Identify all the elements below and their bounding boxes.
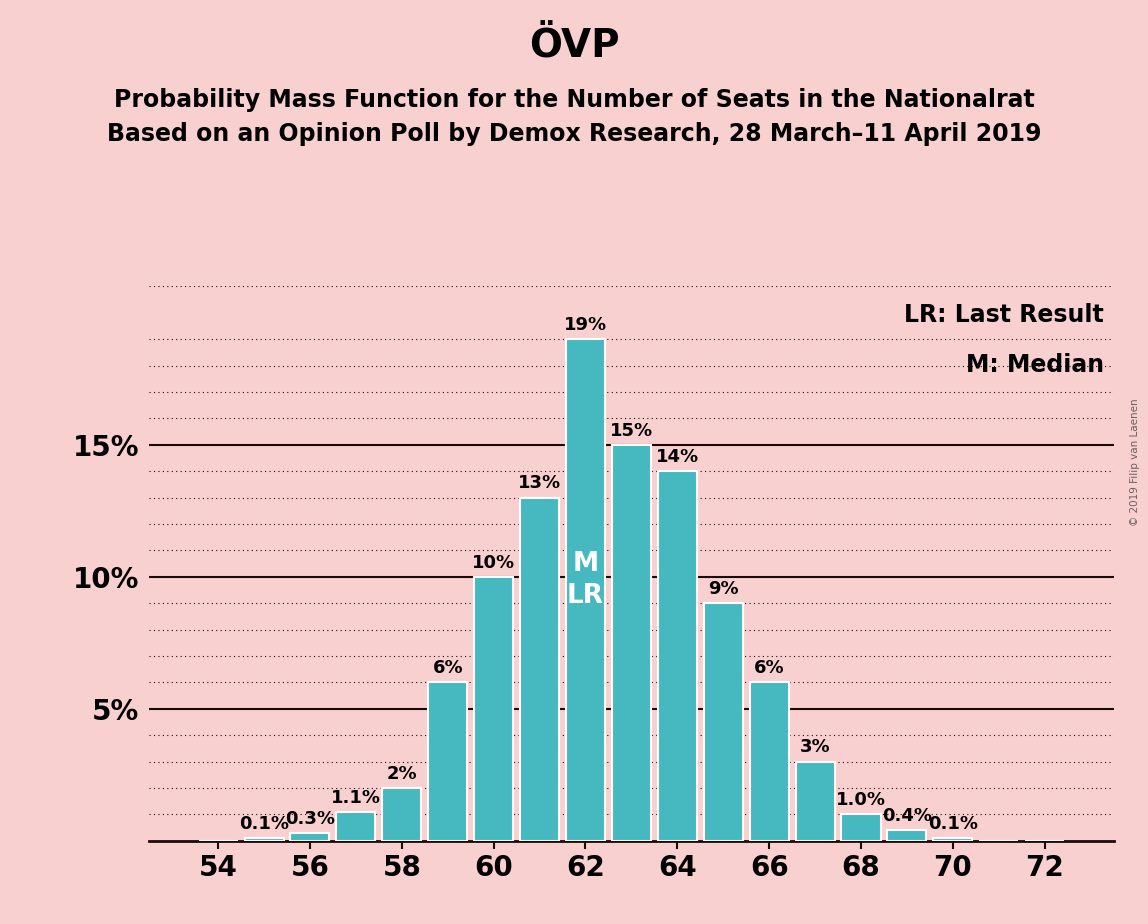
Bar bbox=[290, 833, 329, 841]
Bar bbox=[612, 444, 651, 841]
Text: 14%: 14% bbox=[656, 448, 699, 466]
Text: 0.1%: 0.1% bbox=[928, 815, 978, 833]
Text: 1.1%: 1.1% bbox=[331, 788, 381, 807]
Bar bbox=[658, 471, 697, 841]
Text: 2%: 2% bbox=[387, 765, 417, 783]
Bar bbox=[750, 683, 789, 841]
Bar bbox=[474, 577, 513, 841]
Bar bbox=[704, 603, 743, 841]
Bar bbox=[566, 339, 605, 841]
Bar bbox=[520, 498, 559, 841]
Text: 0.3%: 0.3% bbox=[285, 809, 335, 828]
Text: M: Median: M: Median bbox=[965, 353, 1104, 377]
Bar bbox=[428, 683, 467, 841]
Text: 9%: 9% bbox=[708, 580, 738, 598]
Bar bbox=[336, 812, 375, 841]
Text: 3%: 3% bbox=[800, 738, 830, 757]
Bar bbox=[841, 814, 881, 841]
Text: © 2019 Filip van Laenen: © 2019 Filip van Laenen bbox=[1130, 398, 1140, 526]
Text: 1.0%: 1.0% bbox=[836, 791, 886, 809]
Text: LR: Last Result: LR: Last Result bbox=[905, 303, 1104, 327]
Text: 0.4%: 0.4% bbox=[882, 807, 932, 825]
Bar bbox=[887, 831, 926, 841]
Text: 10%: 10% bbox=[472, 553, 515, 572]
Bar bbox=[933, 838, 972, 841]
Text: M
LR: M LR bbox=[567, 551, 604, 609]
Text: ÖVP: ÖVP bbox=[529, 28, 619, 66]
Bar bbox=[796, 761, 835, 841]
Text: 6%: 6% bbox=[754, 659, 784, 677]
Text: 15%: 15% bbox=[610, 421, 653, 440]
Text: 0.1%: 0.1% bbox=[239, 815, 289, 833]
Bar bbox=[245, 838, 284, 841]
Bar bbox=[382, 788, 421, 841]
Text: 13%: 13% bbox=[518, 474, 561, 492]
Text: 6%: 6% bbox=[433, 659, 463, 677]
Text: Probability Mass Function for the Number of Seats in the Nationalrat: Probability Mass Function for the Number… bbox=[114, 88, 1034, 112]
Text: 19%: 19% bbox=[564, 316, 607, 334]
Text: Based on an Opinion Poll by Demox Research, 28 March–11 April 2019: Based on an Opinion Poll by Demox Resear… bbox=[107, 122, 1041, 146]
